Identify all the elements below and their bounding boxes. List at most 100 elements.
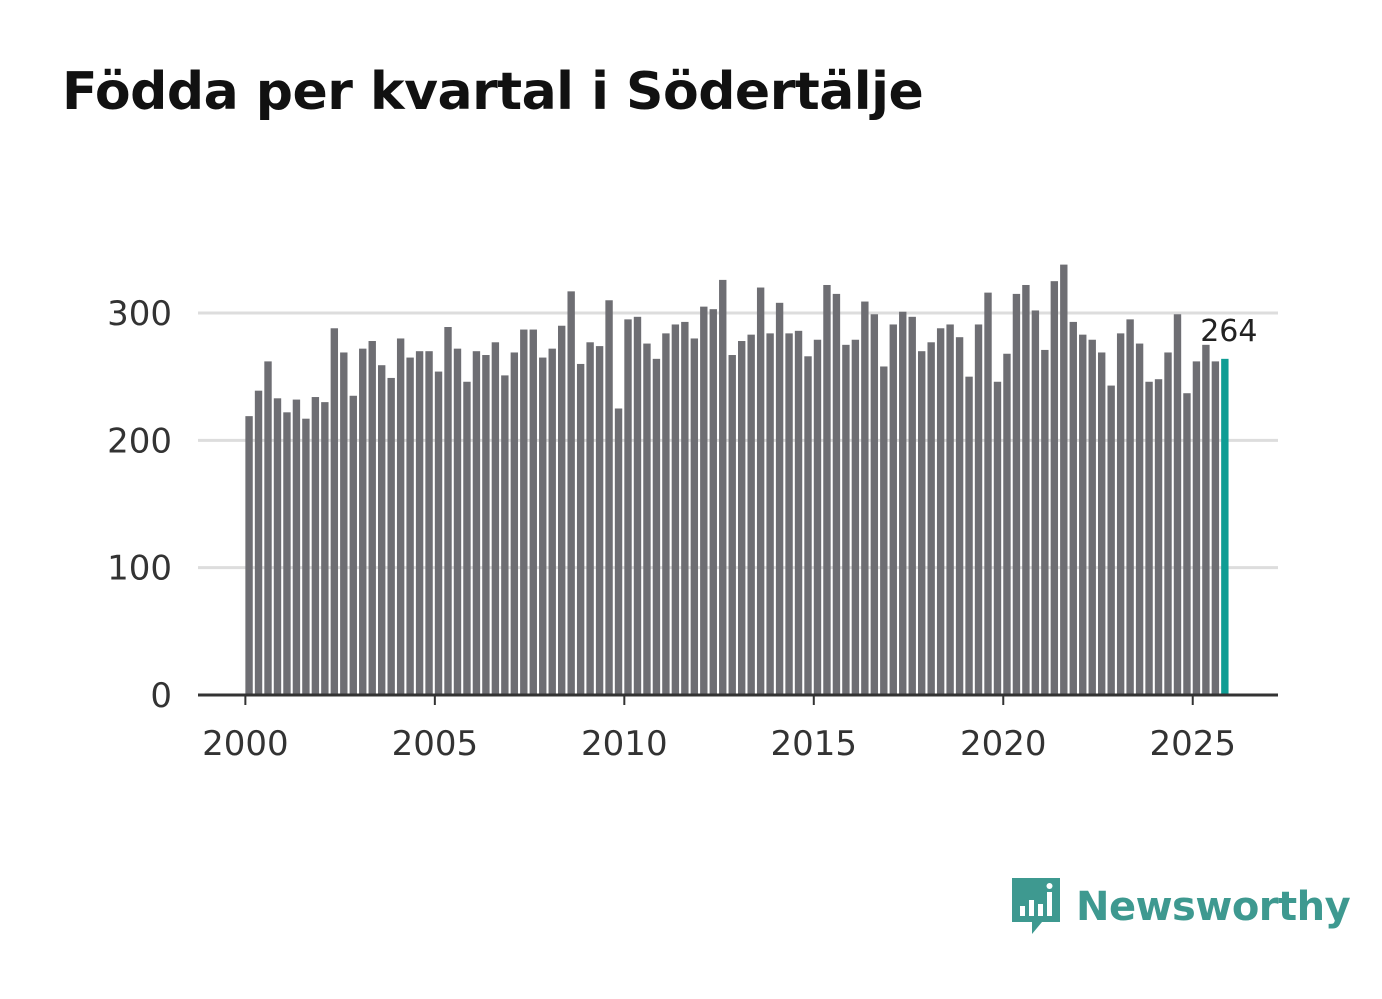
bar [955, 337, 964, 695]
y-tick-label-200: 200 [107, 421, 172, 461]
x-tick-label-2010: 2010 [581, 724, 668, 764]
bar [936, 328, 945, 695]
bar [1211, 361, 1220, 695]
bar [908, 316, 916, 695]
bar [946, 324, 954, 695]
bar [662, 333, 670, 695]
last-value-label: 264 [1200, 314, 1257, 349]
bar [1126, 319, 1134, 695]
bar [368, 341, 376, 695]
bar [491, 342, 500, 695]
bar [633, 316, 642, 695]
x-tick-label-2025: 2025 [1149, 724, 1236, 764]
bar [539, 357, 547, 695]
bar [283, 412, 291, 695]
bar [1107, 385, 1115, 695]
bar [501, 375, 509, 695]
bar [756, 287, 765, 695]
x-tick-label-2020: 2020 [960, 724, 1047, 764]
bar [766, 333, 774, 695]
bar [415, 351, 424, 695]
bar [321, 402, 329, 695]
bar [747, 334, 755, 695]
bar [311, 397, 320, 695]
bar [387, 377, 395, 695]
bar [1145, 381, 1153, 695]
bar [927, 342, 935, 695]
bar [425, 351, 433, 695]
bar [396, 338, 405, 695]
bar [643, 343, 651, 695]
bar [1060, 264, 1068, 695]
bar [1031, 310, 1040, 695]
bar [406, 357, 414, 695]
bar [1022, 284, 1030, 695]
bar [444, 327, 452, 695]
bar [1069, 321, 1077, 695]
bar [918, 351, 926, 695]
bar [823, 284, 831, 695]
bar [652, 358, 661, 695]
bar [1088, 339, 1096, 695]
bar [264, 361, 272, 695]
y-tick-label-300: 300 [107, 294, 172, 334]
bar [870, 314, 879, 695]
bar [899, 311, 907, 695]
bar [576, 363, 585, 695]
bar [378, 365, 386, 695]
bar [245, 416, 253, 695]
bar [510, 352, 519, 695]
bar [1003, 353, 1011, 695]
bar [1079, 334, 1087, 695]
bar [700, 306, 708, 695]
bar [794, 330, 803, 695]
bar [453, 348, 462, 695]
bar [330, 328, 339, 695]
bar [302, 418, 310, 695]
bar [463, 381, 471, 695]
bar [1098, 352, 1106, 695]
bar [548, 348, 556, 695]
bar [472, 351, 481, 695]
bar [1173, 314, 1182, 695]
axes [198, 693, 1278, 705]
bar [1116, 333, 1125, 695]
bar [614, 408, 623, 695]
bar [965, 376, 973, 695]
bar [434, 371, 443, 695]
chart-title: Födda per kvartal i Södertälje [62, 62, 924, 122]
bar [1135, 343, 1144, 695]
bar [738, 341, 746, 695]
bar [804, 356, 812, 695]
bar [984, 292, 992, 695]
bar [1154, 379, 1163, 695]
y-tick-label-100: 100 [107, 549, 172, 589]
newsworthy-logo-icon [1012, 878, 1060, 934]
bar [520, 329, 528, 695]
bar [719, 279, 727, 695]
brand: Newsworthy [1010, 876, 1351, 938]
bar [254, 390, 263, 695]
bar [681, 321, 689, 695]
bar [1221, 358, 1229, 695]
bars [245, 264, 1229, 695]
bar [359, 348, 367, 695]
x-tick-label-2015: 2015 [771, 724, 858, 764]
bar [851, 339, 860, 695]
bar [1183, 393, 1191, 695]
bar [709, 309, 717, 695]
bar [349, 395, 357, 695]
bar [832, 293, 841, 695]
bar [785, 333, 793, 695]
bar [595, 346, 604, 695]
bar [775, 302, 784, 695]
bar [842, 344, 850, 695]
bar [1192, 361, 1201, 695]
bar [340, 352, 348, 695]
bar [1050, 281, 1059, 695]
bar [586, 342, 594, 695]
bar [889, 324, 897, 695]
bar [690, 338, 699, 695]
bar [1202, 344, 1210, 695]
